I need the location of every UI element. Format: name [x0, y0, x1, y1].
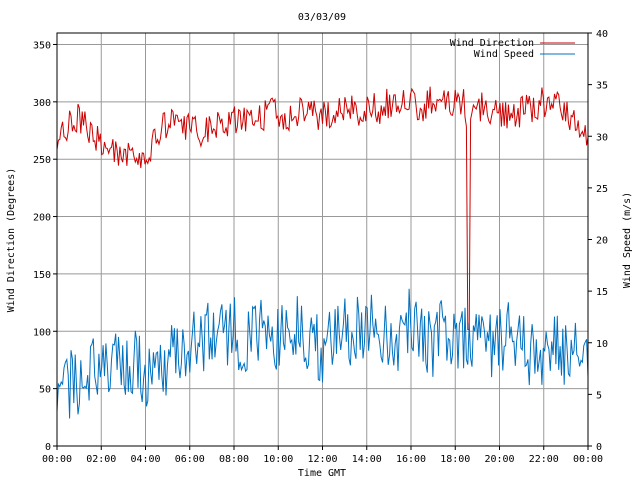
y-left-tick-label: 200 [33, 213, 51, 224]
y-left-tick-label: 250 [33, 155, 51, 166]
x-tick-label: 12:00 [307, 454, 337, 465]
x-tick-label: 20:00 [484, 454, 514, 465]
x-tick-label: 02:00 [86, 454, 116, 465]
y-right-tick-label: 30 [596, 132, 608, 143]
y-left-tick-label: 0 [45, 442, 51, 453]
y-left-tick-label: 300 [33, 98, 51, 109]
x-tick-label: 06:00 [175, 454, 205, 465]
legend-label-direction: Wind Direction [450, 38, 534, 49]
y-axis-right-title: Wind Speed (m/s) [622, 192, 633, 288]
x-tick-label: 18:00 [440, 454, 470, 465]
x-tick-label: 08:00 [219, 454, 249, 465]
y-left-tick-label: 150 [33, 270, 51, 281]
chart-title: 03/03/09 [298, 12, 346, 23]
x-tick-label: 22:00 [529, 454, 559, 465]
x-tick-label: 04:00 [130, 454, 160, 465]
series-line-wind-direction [56, 86, 589, 330]
x-tick-label: 14:00 [352, 454, 382, 465]
legend: Wind Direction Wind Speed [450, 38, 575, 60]
y-left-tick-label: 50 [39, 385, 51, 396]
x-tick-label: 00:00 [573, 454, 603, 465]
y-left-tick-label: 350 [33, 40, 51, 51]
y-right-tick-label: 10 [596, 339, 608, 350]
y-right-tick-label: 20 [596, 236, 608, 247]
series-line-wind-speed [56, 288, 589, 419]
x-axis-title: Time GMT [298, 468, 346, 479]
x-tick-label: 16:00 [396, 454, 426, 465]
axes: 00:00 02:00 04:00 06:00 08:00 10:00 12:00 14:00… [33, 29, 608, 465]
y-right-tick-label: 0 [596, 442, 602, 453]
y-left-tick-label: 100 [33, 327, 51, 338]
grid [57, 33, 588, 446]
y-right-tick-label: 15 [596, 287, 608, 298]
x-tick-label: 10:00 [263, 454, 293, 465]
y-right-tick-label: 35 [596, 81, 608, 92]
y-right-tick-label: 5 [596, 390, 602, 401]
x-tick-label: 00:00 [42, 454, 72, 465]
y-right-tick-label: 25 [596, 184, 608, 195]
y-axis-left-title: Wind Direction (Degrees) [6, 168, 17, 313]
legend-label-speed: Wind Speed [474, 49, 534, 60]
y-right-tick-label: 40 [596, 29, 608, 40]
series-lines [56, 86, 589, 419]
